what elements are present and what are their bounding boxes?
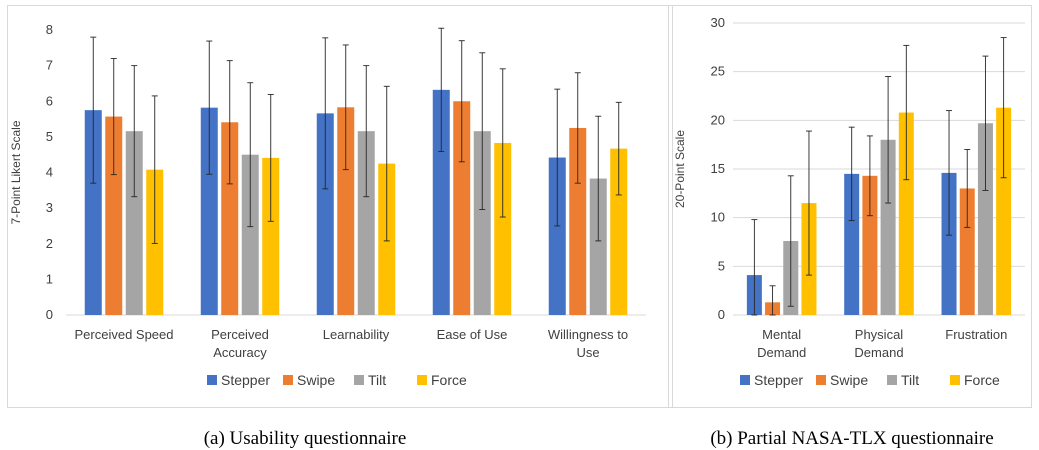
category-label: Physical Demand [854, 327, 903, 360]
bar-tilt [977, 123, 993, 316]
legend-swatch-tilt [354, 375, 364, 385]
category-label-line: Ease of Use [437, 327, 508, 342]
category-label-line: Demand [854, 345, 903, 360]
category-label-line: Frustration [945, 327, 1007, 342]
legend-swatch-stepper [207, 375, 217, 385]
category-label-line: Accuracy [213, 345, 267, 360]
y-tick-label: 30 [711, 15, 725, 30]
bar-force [898, 112, 914, 316]
y-tick-label: 10 [711, 210, 725, 225]
legend-swatch-swipe [816, 375, 826, 385]
legend-label-swipe: Swipe [830, 372, 868, 388]
panel-a-frame [7, 5, 673, 408]
category-label-line: Mental [762, 327, 801, 342]
category-label-line: Use [576, 345, 599, 360]
y-tick-label: 0 [718, 307, 725, 322]
bar-tilt [125, 131, 143, 315]
y-tick-label: 1 [46, 271, 53, 286]
y-axis-title: 7-Point Likert Scale [9, 120, 23, 224]
y-tick-label: 3 [46, 200, 53, 215]
bar-swipe [337, 107, 355, 316]
legend-swatch-tilt [887, 375, 897, 385]
bar-tilt [241, 154, 259, 315]
bar-force [610, 148, 628, 315]
bar-tilt [357, 131, 375, 315]
bar-swipe [105, 116, 123, 315]
legend-label-force: Force [431, 372, 467, 388]
bar-stepper [941, 172, 957, 315]
y-tick-label: 15 [711, 161, 725, 176]
category-label: Perceived Accuracy [211, 327, 269, 360]
y-tick-label: 4 [46, 165, 53, 180]
y-tick-label: 20 [711, 112, 725, 127]
category-label-line: Learnability [323, 327, 390, 342]
panel-b-frame [668, 5, 1032, 408]
y-tick-label: 25 [711, 64, 725, 79]
legend-label-swipe: Swipe [297, 372, 335, 388]
category-label-line: Physical [855, 327, 904, 342]
bar-swipe [959, 188, 975, 315]
legend-swatch-swipe [283, 375, 293, 385]
category-label: Ease of Use [437, 327, 508, 342]
usability-chart: 0 1 2 3 4 5 6 7 8 7-Point Likert Scale Perceived S… [9, 22, 646, 388]
y-tick-label: 6 [46, 93, 53, 108]
bar-swipe [221, 122, 239, 315]
bar-stepper [316, 113, 334, 315]
legend-label-stepper: Stepper [754, 372, 803, 388]
category-label: Frustration [945, 327, 1007, 342]
y-axis-title: 20-Point Scale [673, 130, 687, 208]
category-label-line: Perceived [211, 327, 269, 342]
bar-swipe [453, 101, 471, 315]
legend-swatch-force [417, 375, 427, 385]
legend-label-tilt: Tilt [368, 372, 386, 388]
y-tick-label: 2 [46, 236, 53, 251]
bar-force [494, 142, 512, 315]
y-tick-label: 8 [46, 22, 53, 37]
category-label: Perceived Speed [74, 327, 173, 342]
bar-tilt [473, 131, 491, 315]
y-tick-label: 7 [46, 58, 53, 73]
legend-swatch-force [950, 375, 960, 385]
bar-swipe [862, 175, 878, 315]
category-label: Willingness to Use [548, 327, 628, 360]
category-label-line: Willingness to [548, 327, 628, 342]
y-tick-label: 0 [46, 307, 53, 322]
legend-label-tilt: Tilt [901, 372, 919, 388]
bar-stepper [844, 173, 860, 315]
bar-tilt [880, 139, 896, 315]
category-label-line: Perceived Speed [74, 327, 173, 342]
legend-label-stepper: Stepper [221, 372, 270, 388]
bar-swipe [569, 127, 587, 315]
legend-swatch-stepper [740, 375, 750, 385]
bar-stepper [200, 107, 218, 315]
category-label: Learnability [323, 327, 390, 342]
bar-force [262, 157, 280, 315]
bar-force [996, 107, 1012, 316]
bar-stepper [548, 157, 566, 315]
legend-label-force: Force [964, 372, 1000, 388]
caption-a: (a) Usability questionnaire [204, 428, 407, 449]
category-label: Mental Demand [757, 327, 806, 360]
y-tick-label: 5 [718, 258, 725, 273]
bar-tilt [589, 178, 607, 315]
caption-b: (b) Partial NASA-TLX questionnaire [710, 428, 993, 449]
y-tick-label: 5 [46, 129, 53, 144]
bar-stepper [432, 89, 450, 315]
bar-stepper [84, 110, 102, 315]
category-label-line: Demand [757, 345, 806, 360]
